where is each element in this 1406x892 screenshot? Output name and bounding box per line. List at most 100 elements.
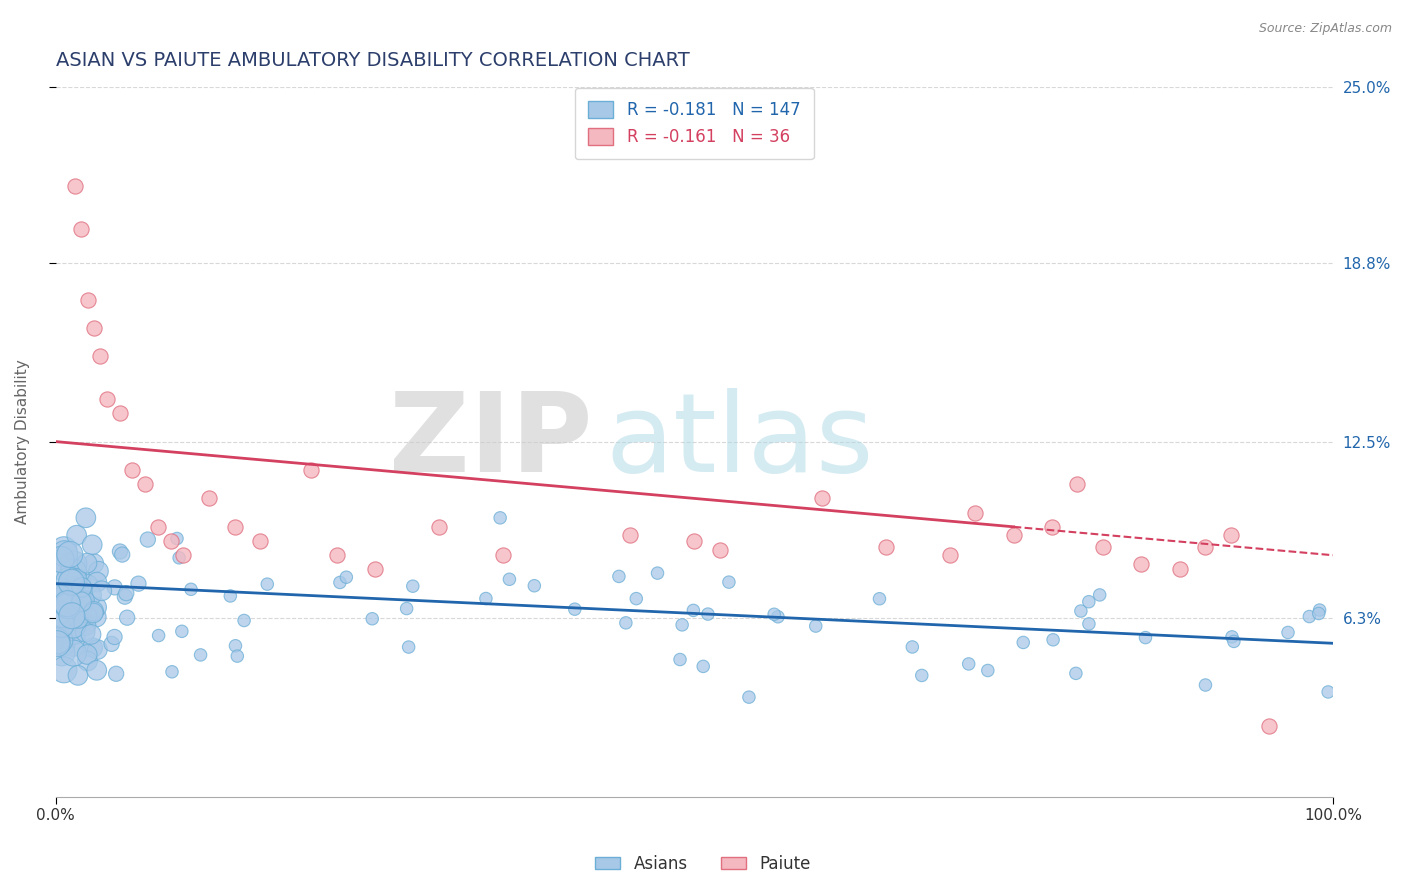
Asians — [180, 582, 202, 597]
Asians — [335, 570, 357, 584]
Asians — [115, 586, 138, 600]
Asians — [56, 590, 79, 604]
Asians — [69, 586, 91, 600]
Asians — [1012, 635, 1035, 649]
Asians — [115, 610, 138, 624]
Paiute — [159, 534, 181, 549]
Asians — [60, 608, 83, 623]
Paiute — [198, 491, 221, 506]
Asians — [1309, 603, 1331, 617]
Asians — [56, 599, 79, 613]
Asians — [46, 634, 69, 648]
Text: ZIP: ZIP — [388, 388, 592, 495]
Asians — [127, 576, 149, 591]
Asians — [62, 624, 84, 639]
Asians — [60, 575, 83, 590]
Paiute — [172, 548, 194, 562]
Paiute — [63, 178, 86, 193]
Paiute — [1194, 540, 1216, 554]
Asians — [63, 593, 86, 607]
Asians — [170, 624, 193, 639]
Asians — [59, 548, 82, 562]
Asians — [62, 618, 84, 632]
Asians — [67, 611, 90, 625]
Text: Source: ZipAtlas.com: Source: ZipAtlas.com — [1258, 22, 1392, 36]
Asians — [62, 636, 84, 650]
Asians — [108, 544, 131, 558]
Asians — [1077, 595, 1099, 609]
Asians — [190, 648, 212, 662]
Asians — [692, 659, 714, 673]
Asians — [671, 618, 693, 632]
Paiute — [492, 548, 515, 562]
Paiute — [1168, 562, 1191, 576]
Asians — [53, 608, 76, 623]
Asians — [56, 598, 79, 612]
Asians — [1317, 685, 1340, 699]
Asians — [48, 591, 70, 605]
Asians — [73, 595, 96, 609]
Asians — [73, 593, 96, 607]
Asians — [58, 574, 80, 588]
Asians — [166, 532, 188, 546]
Asians — [66, 572, 89, 586]
Asians — [82, 606, 104, 620]
Asians — [80, 588, 103, 602]
Paiute — [249, 534, 271, 549]
Asians — [402, 579, 425, 593]
Asians — [901, 640, 924, 654]
Asians — [56, 597, 79, 611]
Asians — [226, 649, 249, 664]
Asians — [80, 627, 103, 641]
Asians — [1064, 666, 1087, 681]
Asians — [104, 580, 127, 594]
Asians — [46, 637, 69, 651]
Asians — [148, 628, 170, 642]
Asians — [1194, 678, 1216, 692]
Paiute — [96, 392, 118, 406]
Asians — [52, 607, 75, 622]
Asians — [60, 593, 83, 607]
Asians — [56, 595, 79, 609]
Asians — [696, 607, 718, 621]
Asians — [86, 663, 108, 677]
Asians — [717, 575, 740, 590]
Asians — [52, 663, 75, 677]
Paiute — [427, 520, 450, 534]
Asians — [66, 528, 89, 542]
Paiute — [619, 528, 641, 542]
Asians — [48, 618, 70, 632]
Text: ASIAN VS PAIUTE AMBULATORY DISABILITY CORRELATION CHART: ASIAN VS PAIUTE AMBULATORY DISABILITY CO… — [56, 51, 689, 70]
Asians — [763, 607, 786, 622]
Asians — [55, 623, 77, 637]
Asians — [49, 633, 72, 648]
Paiute — [76, 293, 98, 307]
Asians — [114, 590, 136, 604]
Asians — [60, 611, 83, 625]
Asians — [105, 666, 128, 681]
Paiute — [83, 321, 105, 335]
Paiute — [938, 548, 960, 562]
Asians — [63, 557, 86, 571]
Paiute — [1002, 528, 1025, 542]
Asians — [398, 640, 420, 654]
Asians — [219, 589, 242, 603]
Paiute — [121, 463, 143, 477]
Asians — [84, 610, 107, 624]
Asians — [395, 601, 418, 615]
Asians — [911, 668, 934, 682]
Asians — [136, 533, 159, 547]
Asians — [160, 665, 183, 679]
Asians — [233, 614, 256, 628]
Paiute — [875, 540, 897, 554]
Asians — [76, 577, 98, 591]
Asians — [804, 619, 827, 633]
Asians — [67, 583, 90, 598]
Legend: R = -0.181   N = 147, R = -0.161   N = 36: R = -0.181 N = 147, R = -0.161 N = 36 — [575, 87, 814, 159]
Asians — [1070, 604, 1092, 618]
Asians — [361, 612, 384, 626]
Asians — [75, 625, 97, 640]
Paiute — [325, 548, 347, 562]
Paiute — [811, 491, 834, 506]
Asians — [62, 574, 84, 588]
